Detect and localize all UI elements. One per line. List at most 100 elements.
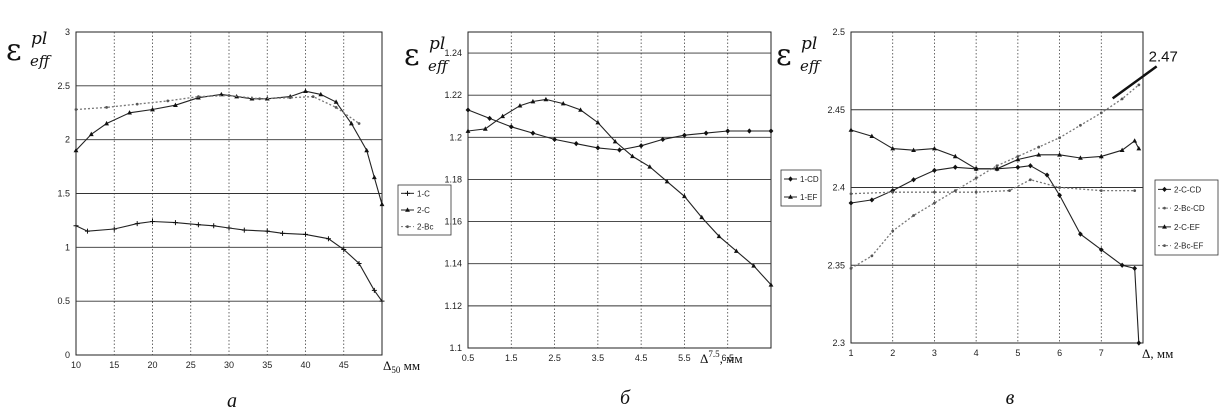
data-point: [111, 226, 117, 232]
data-point: [88, 131, 94, 137]
data-point: [612, 138, 618, 144]
data-point: [543, 96, 549, 102]
data-point: [1098, 153, 1104, 159]
x-tick-label: 3: [932, 348, 937, 358]
y-tick-label: 1: [65, 242, 70, 252]
x-axis-label: Δ7.5, мм: [700, 349, 743, 366]
data-point: [150, 106, 155, 112]
y-axis-subscript: eff: [428, 57, 450, 75]
x-tick-label: 6: [1057, 348, 1062, 358]
data-point: [150, 218, 155, 224]
legend-marker: [788, 194, 793, 199]
chart-panel-1: 10 15 20 25 30 35 40 45 0 0.5 1 1.5 2 2.5 3 1-C 2-C 2-Bc ε…: [6, 27, 452, 412]
legend-entry: 2-C-EF: [1174, 223, 1200, 232]
legend-marker: [406, 225, 409, 229]
legend-entry: 2-Bc-EF: [1174, 242, 1203, 251]
data-point: [595, 119, 601, 125]
x-tick-label: 1.5: [505, 353, 518, 363]
data-point: [341, 246, 347, 252]
data-point: [768, 282, 774, 287]
data-point: [699, 214, 705, 220]
data-point: [1133, 189, 1137, 193]
y-tick-label: 2.5: [832, 27, 845, 37]
data-point: [226, 225, 232, 231]
data-point: [849, 266, 853, 270]
data-point: [333, 99, 339, 104]
x-tick-label: 30: [224, 360, 234, 370]
data-point: [241, 227, 247, 233]
data-point: [1136, 146, 1142, 151]
data-point: [891, 190, 895, 194]
data-point: [173, 102, 178, 108]
x-tick-label: 35: [262, 360, 272, 370]
x-tick-label: 25: [186, 360, 196, 370]
data-point: [303, 231, 308, 237]
data-point: [974, 176, 978, 180]
legend-entry: 2-Bc-CD: [1174, 204, 1205, 213]
legend-entry: 1-EF: [800, 193, 817, 202]
panel-caption: в: [1006, 387, 1015, 409]
chart-panel-2: 0.5 1.5 2.5 3.5 4.5 5.5 6.5 1.1 1.12 1.14 1.16 1.18…: [404, 31, 822, 409]
data-point: [973, 166, 979, 171]
data-point: [379, 298, 385, 304]
y-tick-label: 1.1: [449, 343, 462, 353]
y-axis-label: ε pl eff: [6, 29, 52, 70]
x-tick-label: 2: [890, 348, 895, 358]
data-point: [1027, 163, 1033, 169]
legend-marker: [788, 176, 793, 182]
legend-entry: 2-C: [417, 206, 430, 215]
y-tick-label: 1.5: [57, 189, 70, 199]
data-point: [848, 127, 854, 132]
data-point: [1057, 152, 1062, 157]
legend-marker: [1163, 244, 1166, 248]
y-axis-symbol: ε: [6, 33, 22, 68]
y-tick-label: 1.22: [444, 90, 462, 100]
data-point: [465, 107, 471, 113]
data-point: [933, 190, 936, 194]
x-tick-label: 1: [848, 348, 853, 358]
data-point: [578, 107, 583, 112]
data-point: [530, 98, 536, 104]
data-point: [303, 88, 308, 94]
data-point: [891, 229, 895, 233]
data-point: [211, 223, 217, 229]
panel-caption: а: [227, 390, 237, 412]
data-point: [1136, 340, 1142, 346]
data-point: [73, 147, 79, 153]
x-tick-label: 5: [1015, 348, 1020, 358]
data-point: [465, 128, 471, 133]
data-point: [195, 222, 201, 228]
data-point: [172, 220, 178, 226]
legend-marker: [1162, 224, 1167, 229]
data-point: [552, 136, 557, 143]
x-tick-label: 3.5: [592, 353, 605, 363]
x-axis-label-text: Δ, мм: [1142, 346, 1173, 361]
x-tick-label: 5.5: [678, 353, 691, 363]
data-point: [682, 132, 687, 138]
y-tick-label: 1.24: [444, 48, 462, 58]
data-point: [1079, 123, 1082, 127]
data-point: [1078, 231, 1083, 237]
series-line: [75, 220, 383, 302]
x-tick-label: 4.5: [635, 353, 648, 363]
data-point: [166, 99, 170, 103]
y-tick-label: 2.3: [832, 338, 845, 348]
data-point: [911, 177, 916, 183]
plot-area: [467, 31, 772, 349]
data-point: [660, 136, 666, 143]
data-point: [638, 143, 644, 149]
data-point: [733, 248, 739, 253]
data-point: [1058, 136, 1061, 140]
y-axis-superscript: pl: [31, 29, 47, 49]
data-point: [848, 200, 854, 206]
data-point: [1037, 145, 1041, 149]
y-tick-label: 0: [65, 350, 70, 360]
y-tick-label: 0.5: [57, 296, 70, 306]
data-point: [105, 105, 108, 109]
data-point: [218, 91, 224, 97]
data-point: [1028, 178, 1032, 182]
data-point: [617, 147, 622, 153]
data-point: [371, 287, 377, 293]
data-point: [703, 130, 709, 136]
data-point: [647, 164, 653, 169]
